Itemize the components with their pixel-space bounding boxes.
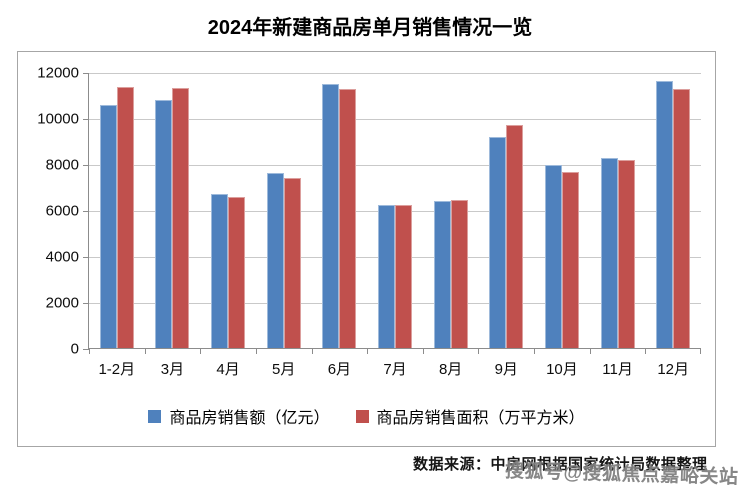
x-axis-category-label: 3月 <box>160 361 185 378</box>
x-axis-category-label: 1-2月 <box>98 361 136 378</box>
y-axis-tick <box>83 303 88 304</box>
y-axis-tick <box>83 165 88 166</box>
y-axis-tick <box>83 257 88 258</box>
legend-item-sales: 商品房销售额（亿元） <box>148 404 330 428</box>
legend-label-sales: 商品房销售额（亿元） <box>169 410 330 427</box>
bar-area <box>395 204 412 348</box>
x-axis-tick <box>700 349 701 354</box>
bar-area <box>450 199 468 348</box>
y-axis-tick <box>83 73 88 74</box>
chart-container: 0 2000 4000 6000 8000 10000 12000 1-2月 3月 4月 5月 6月 7… <box>17 51 716 447</box>
bar-sales <box>489 137 507 348</box>
bar-area <box>339 88 357 348</box>
x-axis-tick <box>311 349 313 354</box>
x-axis-tick <box>89 349 90 354</box>
plot-area: 0 2000 4000 6000 8000 10000 12000 1-2月 3月 4月 5月 6月 7… <box>37 66 701 378</box>
gridline <box>89 165 701 166</box>
x-axis-line <box>88 348 701 349</box>
bar-sales <box>378 205 395 348</box>
y-axis-tick-label: 2000 <box>45 294 79 312</box>
data-source-note: 数据来源：中房网根据国家统计局数据整理 <box>413 456 708 473</box>
y-axis-tick <box>83 119 88 120</box>
watermark: 搜狐号@搜狐焦点嘉峪关站 <box>504 460 739 489</box>
x-axis-tick <box>589 349 591 354</box>
gridline <box>89 73 701 74</box>
x-axis-category-label: 6月 <box>327 361 352 378</box>
y-axis-tick-label: 12000 <box>37 64 79 82</box>
gridline <box>89 119 701 120</box>
x-axis-tick <box>367 349 369 354</box>
x-axis-tick <box>200 349 202 354</box>
bar-area <box>228 196 246 348</box>
x-axis-tick <box>255 349 257 354</box>
x-axis-category-label: 10月 <box>546 361 578 378</box>
bar-sales <box>266 173 284 348</box>
bar-area <box>561 172 579 348</box>
bar-area <box>617 159 635 348</box>
x-axis-category-label: 5月 <box>272 361 296 378</box>
bar-area <box>116 86 134 348</box>
chart-title: 2024年新建商品房单月销售情况一览 <box>207 17 533 39</box>
x-axis-tick <box>645 349 647 354</box>
bar-sales <box>600 157 618 348</box>
y-axis-tick-label: 8000 <box>45 156 79 174</box>
legend-swatch-area-icon <box>355 409 369 423</box>
bar-area <box>673 88 691 348</box>
bar-area <box>283 178 301 348</box>
x-axis-category-label: 12月 <box>657 361 690 378</box>
y-axis-line <box>88 73 89 350</box>
bar-sales <box>322 84 340 348</box>
x-axis-category-label: 7月 <box>383 361 407 378</box>
bar-sales <box>211 193 229 348</box>
x-axis-tick <box>534 349 536 354</box>
y-axis-tick-label: 0 <box>70 340 79 358</box>
bar-sales <box>433 200 451 348</box>
y-axis-tick <box>83 349 88 350</box>
x-axis-category-label: 4月 <box>216 361 240 378</box>
x-axis-category-label: 9月 <box>494 361 518 378</box>
y-axis-tick-label: 4000 <box>45 248 79 266</box>
x-axis-category-label: 11月 <box>602 361 633 378</box>
x-axis-category-label: 8月 <box>438 361 463 378</box>
legend-item-area: 商品房销售面积（万平方米） <box>355 404 585 428</box>
x-axis-tick <box>422 349 424 354</box>
y-axis-tick-label: 6000 <box>45 202 79 220</box>
y-axis-tick-label: 10000 <box>37 110 79 128</box>
bar-area <box>506 125 524 348</box>
bar-sales <box>656 80 674 348</box>
x-axis-tick <box>478 349 480 354</box>
legend: 商品房销售额（亿元） 商品房销售面积（万平方米） <box>18 404 715 428</box>
bar-area <box>172 88 190 348</box>
bar-sales <box>99 104 117 348</box>
bar-sales <box>544 164 562 348</box>
legend-label-area: 商品房销售面积（万平方米） <box>376 410 585 427</box>
bar-sales <box>155 99 173 348</box>
y-axis-tick <box>83 211 88 212</box>
x-axis-tick <box>144 349 146 354</box>
legend-swatch-sales-icon <box>148 409 162 423</box>
